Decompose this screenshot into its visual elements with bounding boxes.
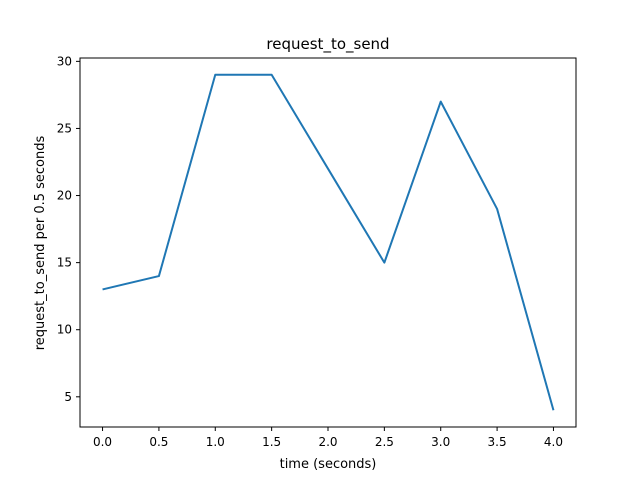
x-tick-label: 4.0	[544, 435, 563, 449]
y-tick-label: 20	[57, 189, 72, 203]
x-tick-label: 3.5	[488, 435, 507, 449]
y-tick-label: 25	[57, 121, 72, 135]
chart-title: request_to_send	[266, 35, 389, 54]
x-tick-label: 0.5	[149, 435, 168, 449]
x-tick-label: 1.5	[262, 435, 281, 449]
x-tick-label: 3.0	[431, 435, 450, 449]
y-tick-label: 30	[57, 54, 72, 68]
x-tick-label: 1.0	[206, 435, 225, 449]
y-tick-label: 10	[57, 323, 72, 337]
x-tick-label: 2.0	[318, 435, 337, 449]
y-tick-label: 5	[64, 390, 72, 404]
axes-frame	[79, 57, 577, 428]
series-line	[102, 73, 555, 411]
x-axis-label: time (seconds)	[280, 457, 377, 472]
x-tick-label: 0.0	[93, 435, 112, 449]
x-tick-label: 2.5	[375, 435, 394, 449]
y-axis-label: request_to_send per 0.5 seconds	[33, 136, 48, 351]
y-tick-label: 15	[57, 256, 72, 270]
plot-area: 0.0 0.5 1.0 1.5 2.0 2.5 3.0 3.5 4.0 5 10 15 20 25 30	[57, 54, 577, 449]
